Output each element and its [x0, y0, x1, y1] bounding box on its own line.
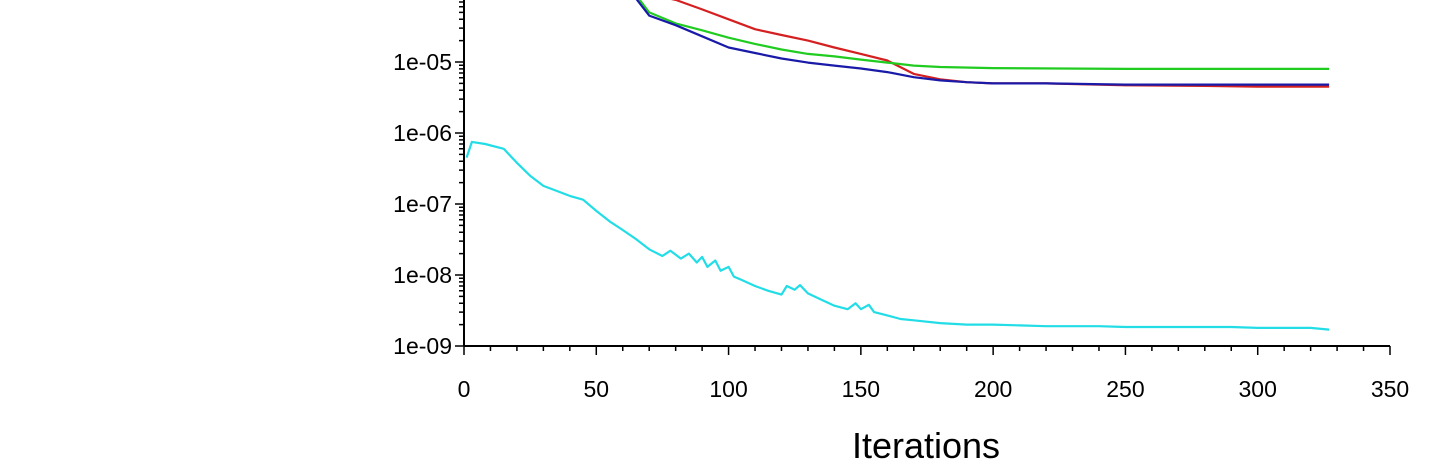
- x-tick-label: 0: [458, 376, 471, 402]
- x-tick-label: 350: [1371, 376, 1409, 402]
- series-layer: [465, 0, 1330, 331]
- series-line-3: [635, 0, 1330, 86]
- y-tick-label: 1e-05: [393, 49, 452, 75]
- series-line-2: [638, 0, 1330, 70]
- y-tick-label: 1e-06: [393, 120, 452, 146]
- x-axis-title: Iterations: [852, 425, 1000, 466]
- x-tick-label: 50: [583, 376, 609, 402]
- x-tick-label: 300: [1239, 376, 1277, 402]
- y-tick-label: 1e-07: [393, 191, 452, 217]
- axes-layer: 0 50 100 150 200 250 300 350 1e-09 1e-08 1e-07 1e-0…: [393, 0, 1409, 402]
- series-line-1: [670, 0, 1330, 88]
- x-tick-label: 150: [842, 376, 880, 402]
- y-tick-label: 1e-08: [393, 262, 452, 288]
- x-tick-label: 250: [1106, 376, 1144, 402]
- y-tick-label: 1e-09: [393, 333, 452, 359]
- x-tick-label: 100: [709, 376, 747, 402]
- series-line-4: [465, 140, 1330, 331]
- y-tick-label: 1e-04: [393, 0, 452, 4]
- x-tick-label: 200: [974, 376, 1012, 402]
